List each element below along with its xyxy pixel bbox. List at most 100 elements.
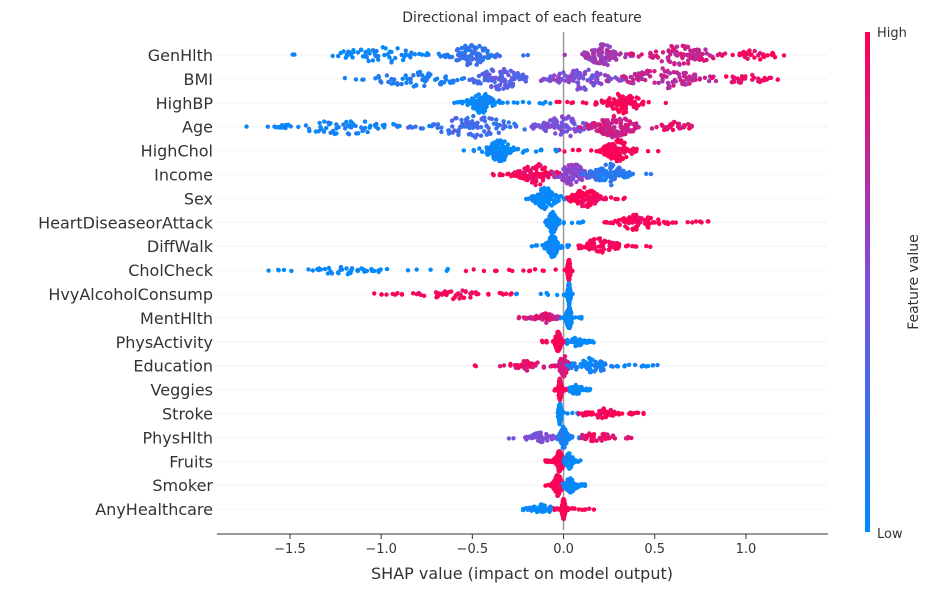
data-point — [546, 173, 551, 178]
data-point — [506, 267, 512, 272]
data-point — [561, 516, 566, 522]
data-point — [436, 51, 441, 56]
data-point — [667, 85, 672, 90]
data-point — [524, 148, 530, 153]
data-point — [592, 120, 597, 126]
data-point — [446, 53, 451, 59]
data-point — [496, 87, 502, 92]
data-point — [411, 84, 416, 89]
data-point — [706, 219, 711, 224]
data-point — [591, 82, 597, 87]
data-point — [538, 78, 544, 84]
data-point — [493, 75, 498, 81]
data-point — [588, 202, 593, 208]
data-point — [360, 266, 365, 272]
data-point — [582, 50, 587, 55]
data-point — [671, 47, 677, 52]
data-point — [508, 124, 513, 130]
data-point — [459, 46, 464, 51]
data-point — [476, 92, 481, 97]
data-point — [439, 125, 444, 130]
data-point — [605, 148, 611, 154]
data-point — [574, 179, 579, 185]
data-point — [501, 123, 507, 128]
data-point — [521, 315, 527, 320]
data-point — [346, 132, 352, 137]
data-point — [613, 196, 618, 202]
data-point — [544, 431, 549, 437]
data-point — [343, 126, 348, 131]
data-point — [506, 171, 511, 176]
data-point — [521, 268, 526, 273]
data-point — [631, 81, 636, 86]
data-point — [689, 123, 694, 128]
data-point — [543, 199, 548, 205]
data-point — [678, 51, 683, 56]
data-point — [616, 220, 621, 226]
data-point — [586, 67, 591, 73]
data-point — [600, 177, 605, 183]
data-point — [683, 82, 688, 87]
data-point — [552, 73, 557, 78]
data-point — [683, 46, 688, 51]
data-point — [538, 187, 544, 193]
data-point — [553, 455, 558, 460]
data-point — [709, 75, 715, 81]
data-point — [493, 53, 498, 58]
data-point — [506, 436, 512, 441]
data-point — [482, 77, 487, 83]
data-point — [452, 100, 457, 106]
feature-label: AnyHealthcare — [95, 500, 213, 519]
data-point — [772, 55, 778, 60]
colorbar-low-label: Low — [877, 527, 903, 542]
data-point — [511, 70, 516, 75]
data-point — [643, 217, 648, 223]
data-point — [560, 441, 565, 447]
data-point — [575, 87, 580, 92]
data-point — [590, 246, 595, 251]
data-point — [439, 129, 444, 135]
data-point — [475, 105, 480, 110]
data-point — [619, 118, 624, 123]
data-point — [525, 164, 530, 170]
data-point — [385, 52, 390, 57]
data-point — [449, 54, 455, 60]
data-point — [404, 80, 409, 86]
data-point — [373, 76, 378, 81]
data-point — [614, 138, 619, 144]
data-point — [568, 133, 573, 139]
data-point — [434, 295, 439, 300]
data-point — [597, 80, 602, 86]
data-point — [578, 71, 583, 76]
data-point — [471, 267, 476, 272]
data-point — [560, 365, 565, 370]
data-point — [630, 51, 636, 57]
data-point — [544, 320, 549, 325]
data-point — [584, 365, 589, 370]
data-point — [565, 288, 570, 294]
data-point — [541, 436, 546, 441]
data-point — [554, 199, 559, 204]
data-point — [484, 69, 489, 75]
data-point — [455, 129, 460, 134]
data-point — [558, 395, 563, 400]
feature-label: Veggies — [151, 381, 213, 400]
data-point — [586, 77, 592, 83]
data-point — [540, 178, 546, 183]
data-point — [472, 122, 478, 127]
data-point — [713, 78, 719, 84]
data-point — [681, 70, 686, 76]
data-point — [580, 120, 586, 126]
data-point — [389, 49, 394, 55]
data-point — [536, 196, 541, 202]
data-point — [666, 221, 671, 227]
data-point — [461, 148, 466, 153]
data-point — [457, 296, 462, 301]
data-point — [474, 45, 479, 50]
data-point — [567, 77, 573, 82]
data-point — [645, 149, 651, 154]
feature-row-points — [516, 305, 584, 331]
data-point — [570, 486, 575, 492]
data-point — [482, 118, 488, 124]
data-point — [478, 60, 483, 65]
